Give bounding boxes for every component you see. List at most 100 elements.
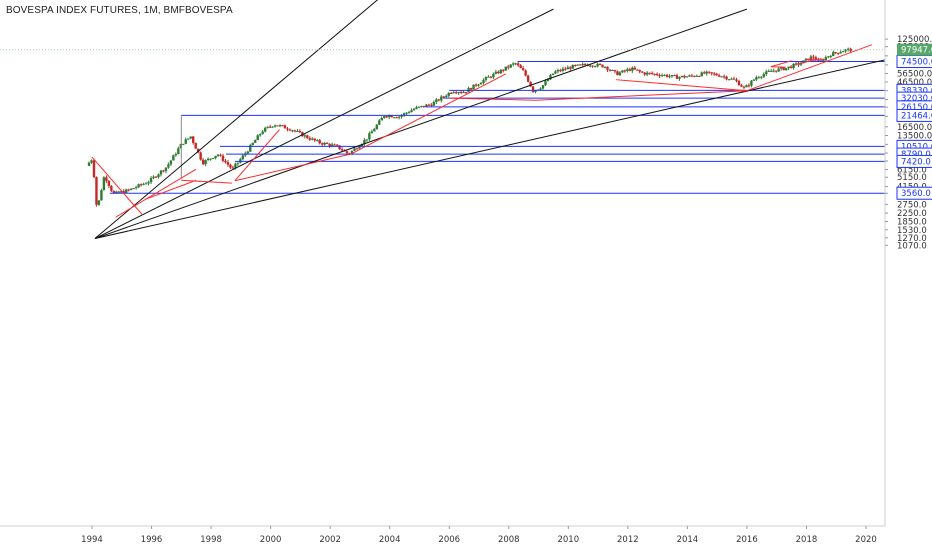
- candle: [567, 65, 569, 69]
- candle-body: [706, 72, 708, 74]
- candle-body: [212, 158, 214, 159]
- candle-body: [763, 74, 765, 77]
- candle: [209, 158, 211, 160]
- candle-body: [194, 143, 196, 149]
- candle: [128, 189, 130, 192]
- candle: [261, 130, 263, 135]
- candle: [356, 147, 358, 149]
- candle: [542, 85, 544, 90]
- candle: [296, 129, 298, 132]
- candle-body: [472, 85, 474, 90]
- candle: [653, 74, 655, 76]
- candle: [668, 74, 670, 78]
- candle: [740, 84, 742, 87]
- candle: [671, 75, 673, 78]
- candle-body: [723, 76, 725, 77]
- candle-body: [311, 139, 313, 140]
- candle-body: [445, 96, 447, 97]
- candle: [405, 112, 407, 115]
- candle: [363, 138, 365, 146]
- candle: [217, 154, 219, 157]
- candle: [376, 124, 378, 130]
- trend-line-red: [747, 45, 872, 91]
- candle-body: [743, 87, 745, 88]
- candle: [658, 73, 660, 78]
- x-tick-label: 1994: [81, 535, 103, 545]
- candle-body: [629, 69, 631, 70]
- candle: [460, 91, 462, 94]
- candle-body: [152, 177, 154, 178]
- candle: [408, 111, 410, 114]
- candle-body: [326, 143, 328, 144]
- candle-body: [140, 184, 142, 185]
- x-tick-label: 2012: [617, 535, 639, 545]
- candle: [735, 78, 737, 83]
- candle-body: [455, 92, 457, 93]
- candle-body: [616, 71, 618, 75]
- candle: [472, 85, 474, 90]
- candle: [445, 94, 447, 98]
- candle: [606, 66, 608, 72]
- candle-body: [294, 130, 296, 131]
- candle: [557, 69, 559, 74]
- trend-line-red: [235, 154, 351, 181]
- x-tick-label: 2008: [498, 535, 520, 545]
- candle-body: [524, 70, 526, 75]
- candle: [686, 76, 688, 78]
- candle: [108, 180, 110, 188]
- candle-body: [790, 67, 792, 68]
- candle: [252, 142, 254, 145]
- candle: [715, 73, 717, 76]
- candle: [475, 83, 477, 87]
- candle: [271, 126, 273, 128]
- candle: [103, 176, 105, 190]
- candle-body: [254, 140, 256, 143]
- candle: [710, 72, 712, 75]
- candle-body: [167, 164, 169, 167]
- candle-body: [792, 64, 794, 68]
- candle: [224, 159, 226, 164]
- candle-body: [515, 63, 517, 64]
- candle-body: [170, 160, 172, 164]
- candle-body: [373, 129, 375, 131]
- candle: [812, 55, 814, 59]
- candle-body: [405, 113, 407, 114]
- candle: [291, 130, 293, 132]
- candle-body: [319, 140, 321, 143]
- candle-body: [423, 106, 425, 107]
- candle: [482, 78, 484, 84]
- candle-body: [157, 174, 159, 177]
- candle: [492, 73, 494, 79]
- candle: [393, 117, 395, 118]
- candle: [192, 136, 194, 145]
- candle-body: [383, 116, 385, 118]
- candle: [170, 160, 172, 166]
- candle-body: [309, 138, 311, 140]
- candle: [624, 70, 626, 73]
- trend-line-black: [95, 57, 896, 238]
- candle: [500, 69, 502, 74]
- candle: [651, 71, 653, 74]
- candle: [611, 70, 613, 71]
- candle-body: [103, 177, 105, 190]
- candle: [827, 56, 829, 58]
- x-tick-label: 2000: [260, 535, 282, 545]
- candle: [306, 135, 308, 139]
- candle: [609, 69, 611, 72]
- candle-body: [353, 148, 355, 150]
- candle-body: [579, 65, 581, 66]
- x-tick-label: 2020: [855, 535, 877, 545]
- candle: [321, 142, 323, 146]
- candle-body: [688, 75, 690, 76]
- candle-body: [155, 177, 157, 178]
- candle: [142, 183, 144, 185]
- candle-body: [666, 75, 668, 77]
- candle-body: [527, 76, 529, 82]
- candle: [519, 64, 521, 68]
- candle-body: [701, 72, 703, 76]
- x-tick-label: 2018: [796, 535, 818, 545]
- candle: [755, 76, 757, 81]
- candle-body: [457, 92, 459, 93]
- candle-body: [366, 139, 368, 140]
